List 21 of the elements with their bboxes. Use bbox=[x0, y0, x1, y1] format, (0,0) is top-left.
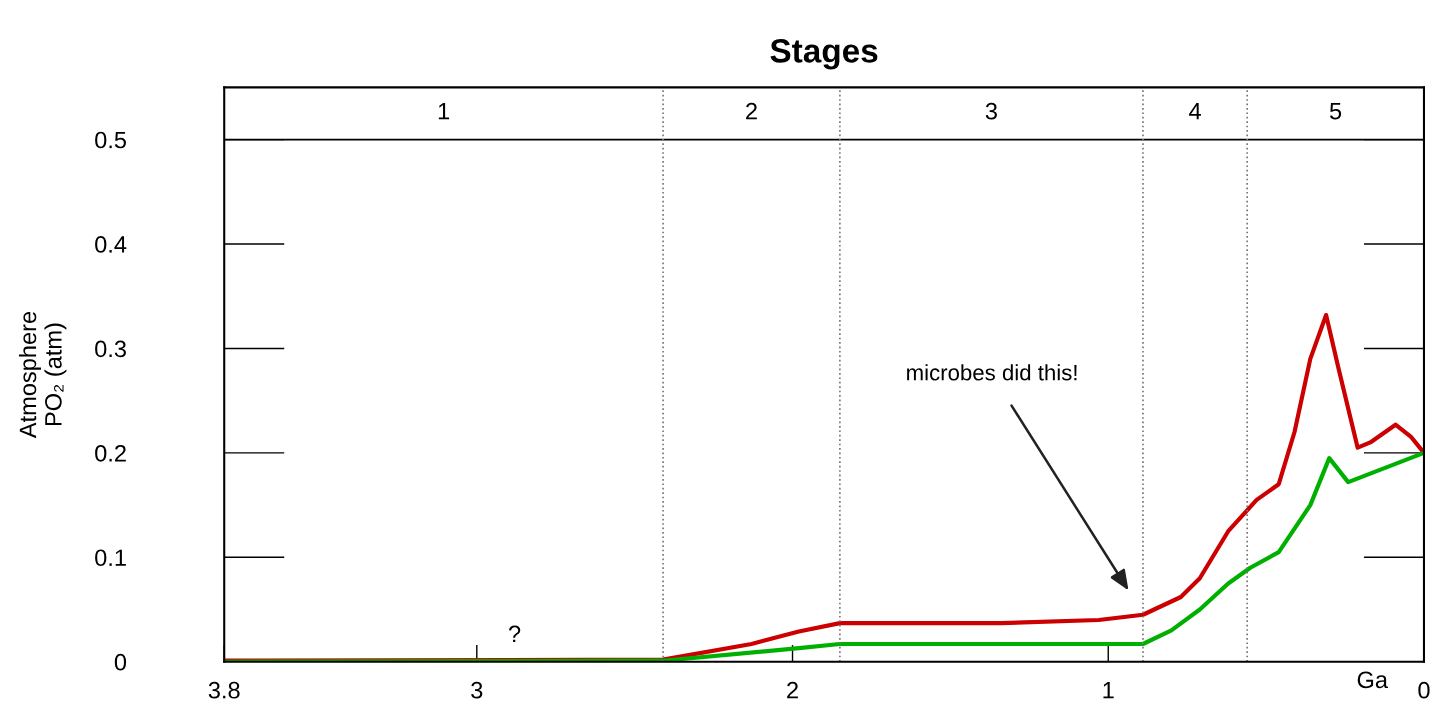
x-tick-label: 2 bbox=[787, 681, 798, 699]
y-tick-label: 0.5 bbox=[95, 131, 127, 149]
x-tick-label: 3 bbox=[471, 681, 483, 699]
annotation: 4 bbox=[1189, 103, 1201, 120]
y-tick-label: 0.2 bbox=[95, 444, 126, 462]
annotation: 1 bbox=[438, 103, 450, 120]
y-tick-label: 0 bbox=[114, 653, 127, 671]
x-tick-label: 0 bbox=[1418, 681, 1430, 699]
y-axis-title: Atmosphere PO₂ (atm) bbox=[18, 311, 67, 439]
annotation: ? bbox=[508, 625, 521, 643]
x-tick-label: 3.8 bbox=[208, 681, 240, 699]
annotation: 5 bbox=[1329, 103, 1342, 120]
chart-title: Stages bbox=[770, 39, 878, 70]
annotation: 3 bbox=[985, 102, 997, 120]
x-axis-title: Ga bbox=[1357, 671, 1388, 689]
annotation: 2 bbox=[746, 102, 757, 120]
y-tick-label: 0.1 bbox=[95, 549, 126, 567]
y-tick-label: 0.4 bbox=[95, 236, 127, 253]
y-tick-label: 0.3 bbox=[95, 340, 126, 358]
annotation: microbes did this! bbox=[907, 364, 1077, 381]
x-tick-label: 1 bbox=[1103, 682, 1114, 699]
